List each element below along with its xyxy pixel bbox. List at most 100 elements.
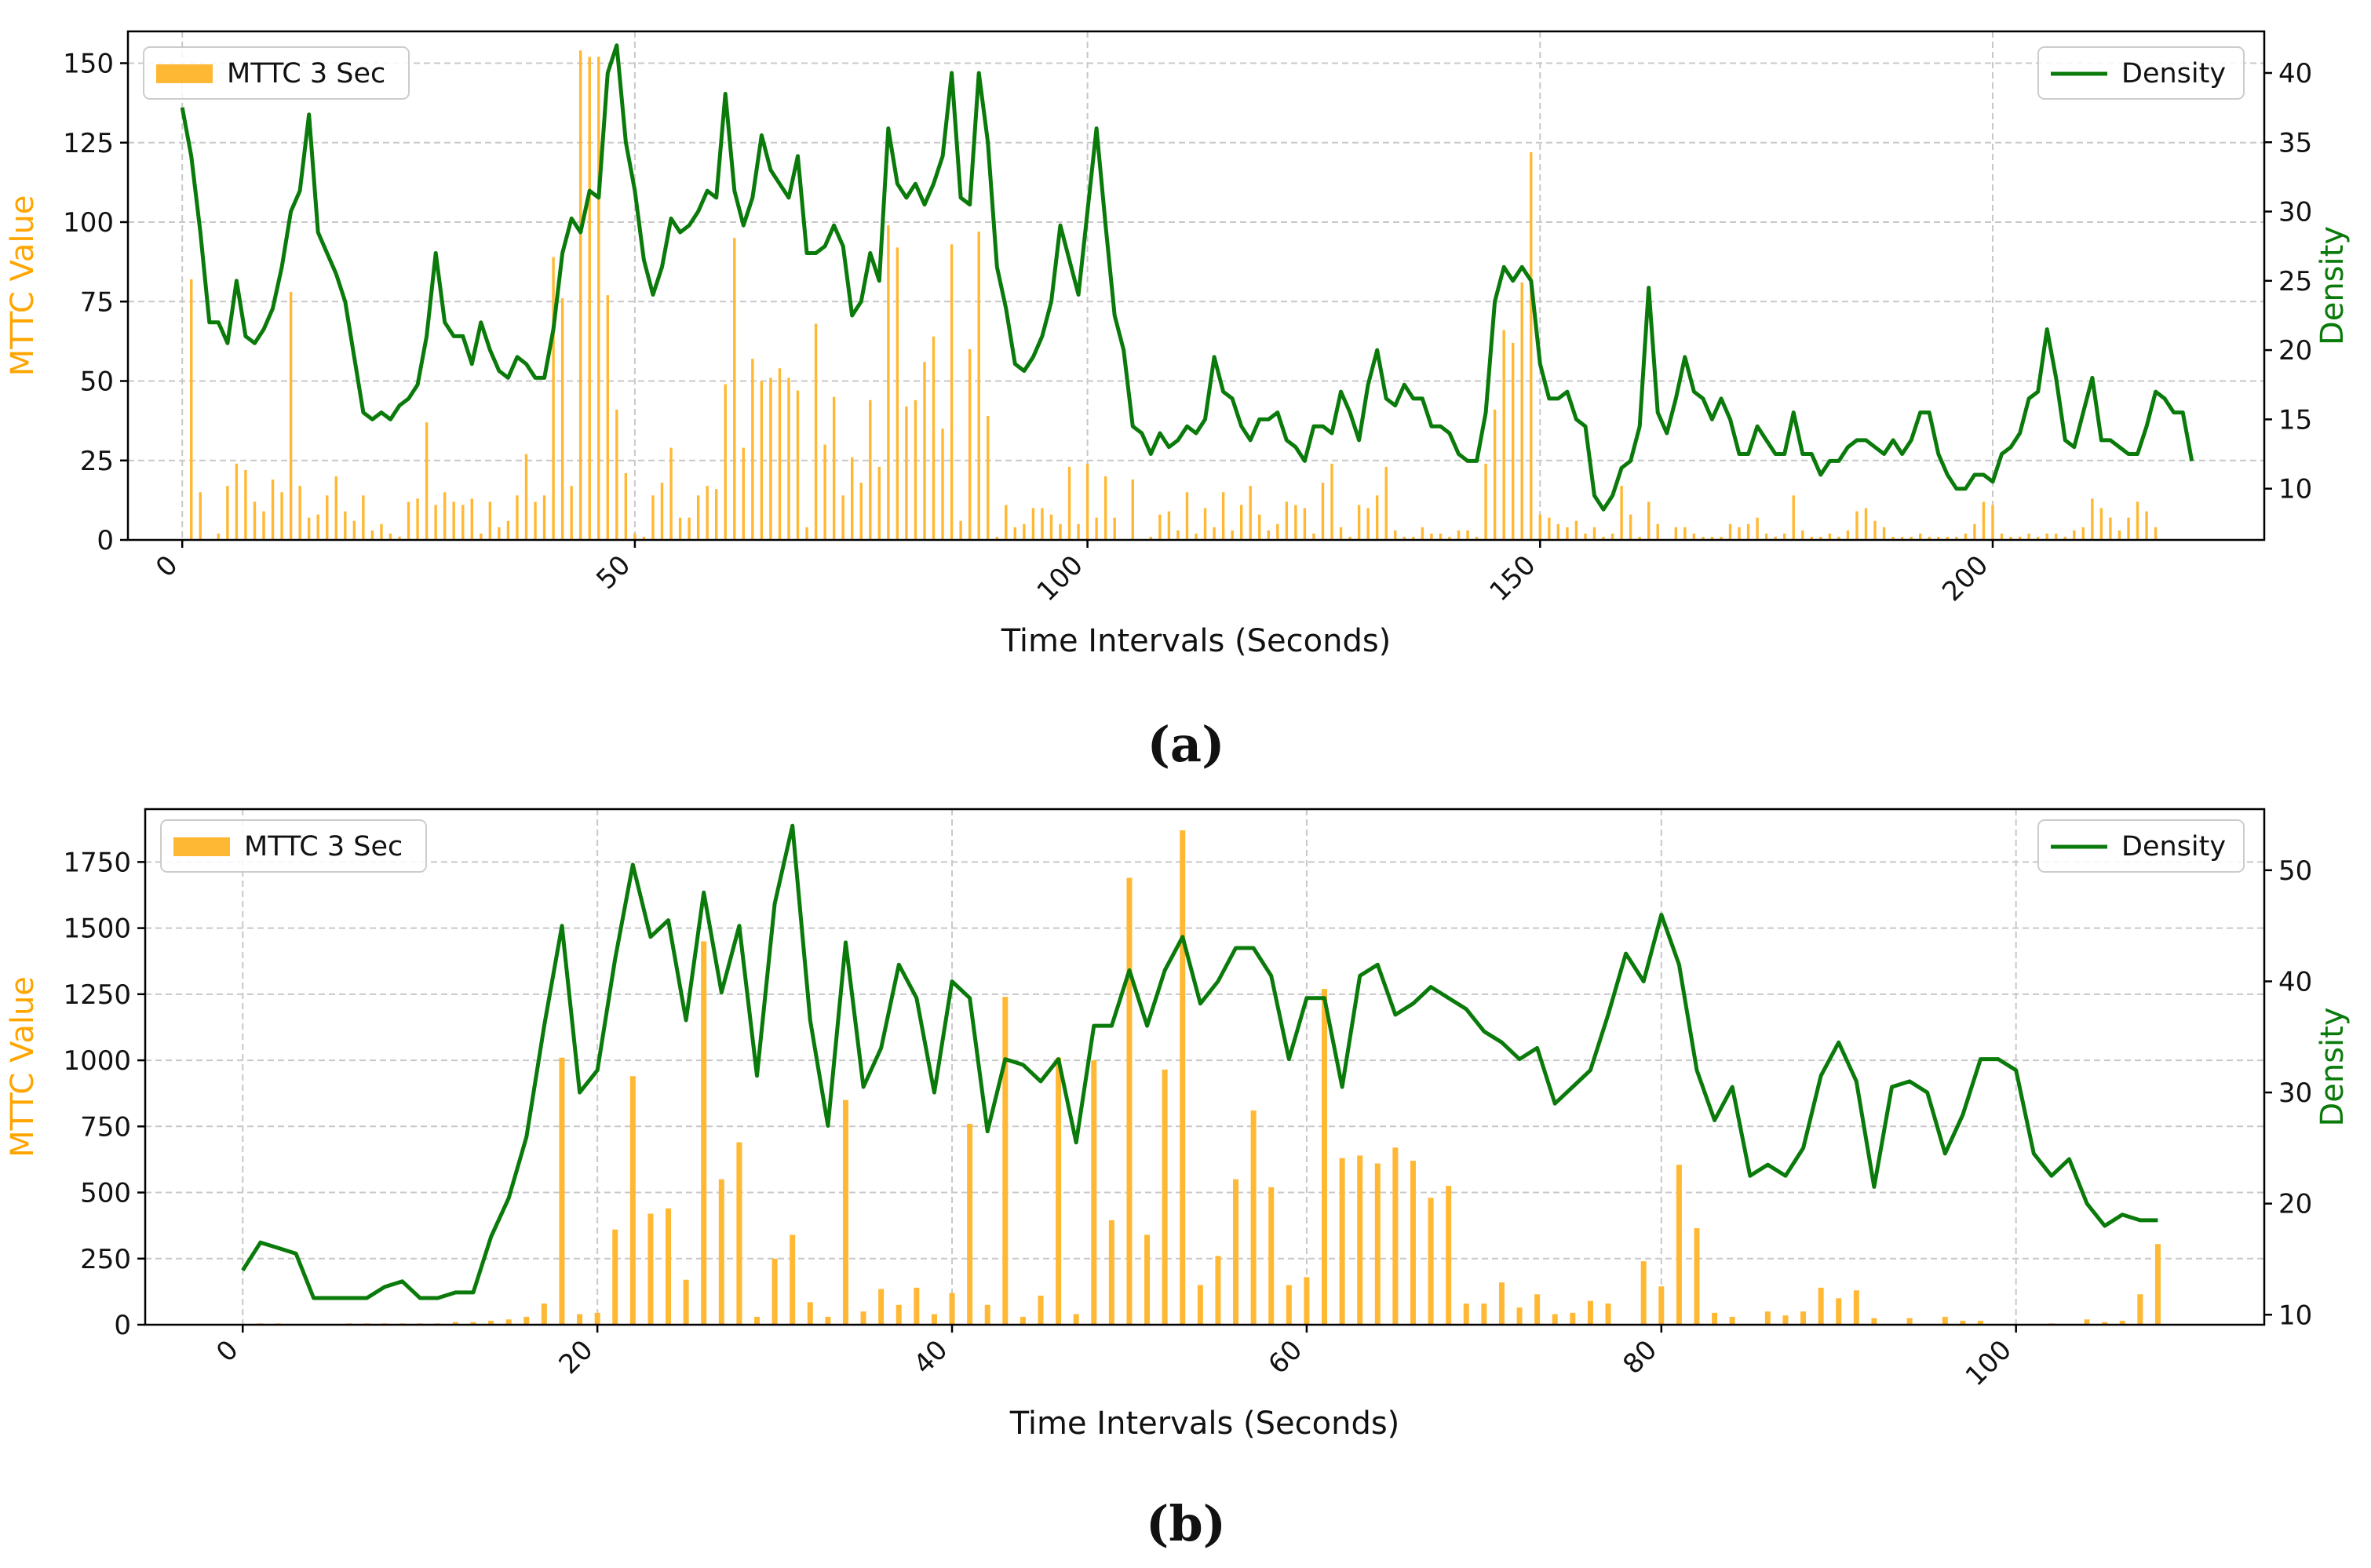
bar (1056, 1057, 1062, 1325)
y-left-tick-label: 1500 (63, 913, 131, 945)
bar (1928, 536, 1931, 540)
plot-frame (126, 30, 2266, 542)
bar (1906, 1318, 1913, 1325)
bar (352, 520, 356, 540)
bar (1059, 523, 1062, 540)
bar (1964, 533, 1968, 540)
bar (1946, 536, 1950, 540)
bar (1710, 536, 1714, 540)
bar (1041, 508, 1044, 540)
x-tick-label: 100 (1031, 549, 1089, 607)
bar (1031, 508, 1035, 540)
bar (790, 1234, 796, 1325)
bar (1439, 533, 1443, 540)
y-right-tick-label: 20 (2278, 1189, 2312, 1220)
bar (1520, 282, 1523, 540)
bar (1448, 536, 1451, 540)
bar (1203, 508, 1207, 540)
bar (1511, 342, 1515, 540)
bar (578, 50, 582, 541)
bar (559, 1057, 565, 1325)
bar (1303, 508, 1307, 540)
legend-left-label: MTTC 3 Sec (227, 58, 385, 89)
y-right-tick-label: 30 (2278, 1078, 2312, 1109)
bar (1375, 495, 1379, 540)
bar (2084, 1319, 2090, 1325)
bar (1960, 1320, 1966, 1325)
bar (851, 457, 854, 540)
bar (1158, 514, 1162, 540)
bar (1900, 536, 1904, 540)
y-right-tick-label: 40 (2278, 58, 2312, 89)
bar (425, 422, 429, 540)
y-left-tick-label: 150 (63, 49, 114, 80)
bar (1647, 501, 1651, 540)
bar (1481, 1304, 1487, 1325)
bar (1764, 533, 1768, 540)
bar (1738, 527, 1741, 540)
bar (1392, 1147, 1399, 1325)
bar (1231, 530, 1234, 540)
bar (498, 527, 501, 540)
y-right-tick-label: 40 (2278, 966, 2312, 997)
caption: (b) (1146, 1495, 1226, 1552)
legend-right-box (2037, 819, 2245, 873)
bar (1556, 523, 1560, 540)
bar (1638, 536, 1641, 540)
y-left-tick-label: 750 (80, 1111, 131, 1143)
bar (542, 495, 546, 540)
bar (887, 225, 890, 540)
bar (1605, 1304, 1611, 1325)
bar (1484, 463, 1487, 540)
bar (2091, 498, 2094, 540)
bar (1357, 1155, 1363, 1325)
bar (1304, 1277, 1310, 1325)
bar (1067, 466, 1071, 540)
bar (1394, 530, 1397, 540)
chart-a: 0 50 100 150 200 0 25 50 75 100 125 150 10 15 20 25 30 35… (5, 30, 2351, 773)
bar (1836, 1298, 1842, 1325)
legend-bar-swatch (156, 64, 213, 83)
bar (1982, 501, 1986, 540)
bar (1584, 533, 1587, 540)
bar (344, 511, 347, 540)
bar (1005, 505, 1008, 540)
bar (1587, 1300, 1593, 1325)
bar (1428, 1198, 1434, 1325)
bar (271, 480, 275, 540)
bar (1782, 1315, 1789, 1325)
caption: (a) (1147, 716, 1225, 773)
bar (1162, 1069, 1168, 1325)
bar (753, 1316, 760, 1325)
bar (995, 536, 998, 540)
bar (787, 377, 790, 540)
bar (1818, 1287, 1824, 1325)
bar (307, 517, 311, 540)
bar (651, 495, 655, 540)
bar (1801, 530, 1804, 540)
bar (1180, 830, 1186, 1325)
bar (1502, 330, 1505, 540)
bar (1463, 1304, 1469, 1325)
bar (2063, 536, 2066, 540)
bar (2109, 517, 2112, 540)
bar (1330, 463, 1333, 540)
bar (541, 1304, 547, 1325)
y-left-tick-label: 25 (80, 446, 114, 477)
legend-bar-swatch (173, 837, 230, 856)
bar (1720, 536, 1723, 540)
bar (1412, 536, 1415, 540)
bar (1977, 1320, 1983, 1325)
bar (967, 1123, 973, 1325)
bar (470, 498, 473, 540)
bar (1073, 1314, 1079, 1325)
bar (2027, 533, 2030, 540)
bar (1493, 409, 1497, 540)
bar (2055, 533, 2058, 540)
bar (1676, 1165, 1682, 1325)
bar (1213, 527, 1216, 540)
bar (1038, 1295, 1044, 1325)
x-tick-label: 60 (1262, 1334, 1308, 1380)
density-line (241, 823, 2158, 1300)
bar (2018, 536, 2022, 540)
